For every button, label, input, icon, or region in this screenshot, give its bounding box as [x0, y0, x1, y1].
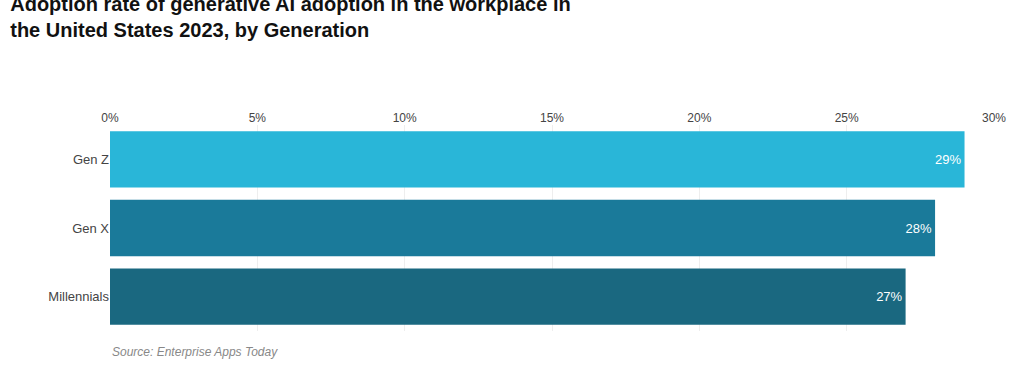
- svg-text:Adoption rate of generative AI: Adoption rate of generative AI adoption …: [10, 0, 570, 41]
- svg-text:25%: 25%: [835, 111, 859, 125]
- svg-text:27%: 27%: [876, 289, 902, 304]
- svg-text:Gen X: Gen X: [72, 221, 109, 236]
- svg-text:29%: 29%: [935, 152, 961, 167]
- svg-text:Source: Enterprise Apps Today: Source: Enterprise Apps Today: [112, 345, 278, 359]
- svg-text:5%: 5%: [249, 111, 267, 125]
- svg-text:Gen Z: Gen Z: [73, 152, 109, 167]
- svg-text:28%: 28%: [906, 221, 932, 236]
- svg-text:20%: 20%: [687, 111, 711, 125]
- svg-text:15%: 15%: [540, 111, 564, 125]
- svg-text:10%: 10%: [393, 111, 417, 125]
- svg-text:30%: 30%: [982, 111, 1006, 125]
- svg-text:Millennials: Millennials: [48, 289, 109, 304]
- svg-text:0%: 0%: [101, 111, 119, 125]
